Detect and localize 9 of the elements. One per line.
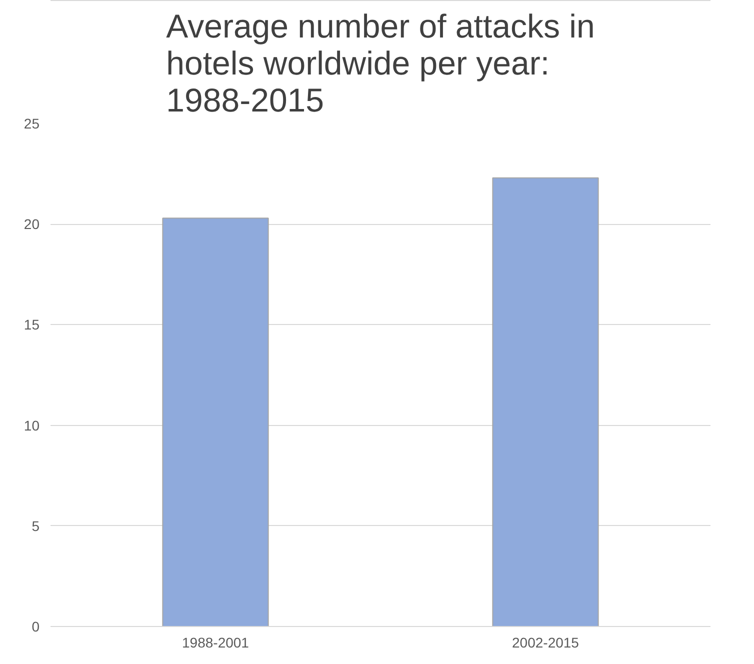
y-tick-label: 5: [32, 518, 40, 534]
y-tick-label: 0: [32, 618, 40, 634]
y-tick-label: 10: [24, 417, 40, 434]
x-tick-label: 2002-2015: [512, 634, 580, 650]
y-tick-label: 15: [24, 316, 40, 333]
y-tick-label: 20: [24, 216, 40, 232]
y-tick-label: 25: [24, 116, 40, 132]
x-tick-label: 1988-2001: [182, 634, 250, 650]
chart-title: Average number of attacks in hotels worldwide per year: 1988-2015: [166, 8, 595, 118]
